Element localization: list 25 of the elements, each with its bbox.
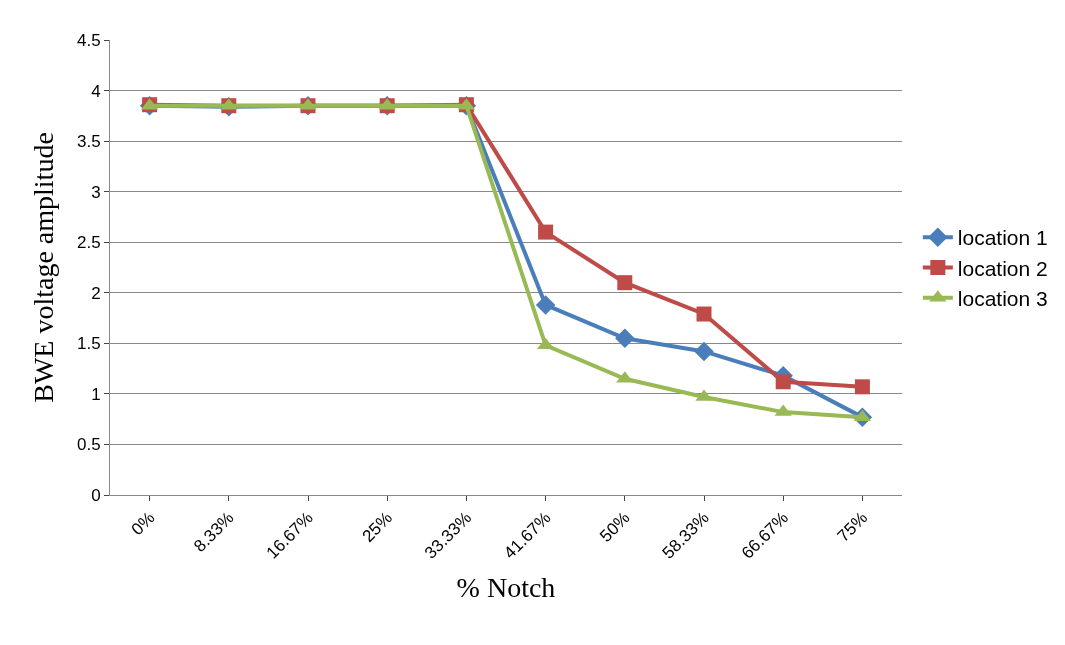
y-tick-label: 3.5 (76, 132, 101, 152)
y-tick-label: 1.5 (76, 334, 101, 354)
point (696, 306, 712, 322)
y-tick-label: 2 (91, 283, 101, 303)
legend-label: location 2 (957, 256, 1048, 280)
y-tick-label: 0.5 (76, 435, 101, 455)
y-tick-label: 2.5 (76, 233, 101, 253)
y-tick-label: 1 (91, 384, 101, 404)
x-tick-label: 0% (127, 508, 159, 540)
x-axis-title: % Notch (456, 571, 556, 603)
point (615, 328, 635, 349)
legend-label: location 3 (957, 286, 1048, 310)
y-tick-label: 4 (91, 81, 101, 101)
point (538, 224, 554, 240)
y-tick-label: 3 (91, 182, 101, 202)
point (775, 374, 791, 390)
y-axis-title: BWE voltage amplitude (27, 132, 59, 403)
x-tick-label: 75% (833, 508, 872, 546)
legend-label: location 1 (957, 226, 1048, 250)
point (694, 341, 714, 362)
y-tick-label: 0 (91, 485, 101, 505)
point (535, 295, 556, 315)
y-tick-label: 4.5 (76, 30, 101, 50)
point (854, 379, 870, 395)
point (617, 275, 633, 291)
